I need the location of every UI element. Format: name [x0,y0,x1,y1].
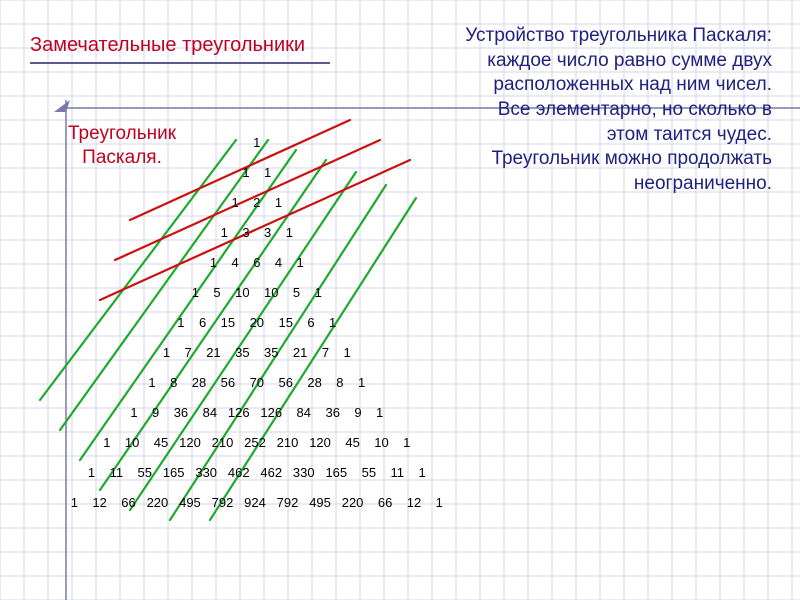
pascal-row: 1 1 [55,158,455,188]
pascal-row: 1 11 55 165 330 462 462 330 165 55 11 1 [55,458,455,488]
description-text: Устройство треугольника Паскаля:каждое ч… [452,24,772,197]
pascal-row: 1 5 10 10 5 1 [55,278,455,308]
pascal-row: 1 6 15 20 15 6 1 [55,308,455,338]
pascal-row: 1 [55,128,455,158]
main-title: Замечательные треугольники [30,34,305,57]
pascal-triangle: 1 1 1 1 2 1 1 3 3 1 1 4 6 4 1 1 5 10 10 … [55,128,455,518]
pascal-row: 1 10 45 120 210 252 210 120 45 10 1 [55,428,455,458]
pascal-row: 1 7 21 35 35 21 7 1 [55,338,455,368]
pascal-row: 1 8 28 56 70 56 28 8 1 [55,368,455,398]
pascal-row: 1 12 66 220 495 792 924 792 495 220 66 1… [55,488,455,518]
pascal-row: 1 9 36 84 126 126 84 36 9 1 [55,398,455,428]
pascal-row: 1 2 1 [55,188,455,218]
pascal-row: 1 4 6 4 1 [55,248,455,278]
axis-arrowhead-icon [52,94,76,118]
pascal-row: 1 3 3 1 [55,218,455,248]
title-underline [30,62,330,64]
